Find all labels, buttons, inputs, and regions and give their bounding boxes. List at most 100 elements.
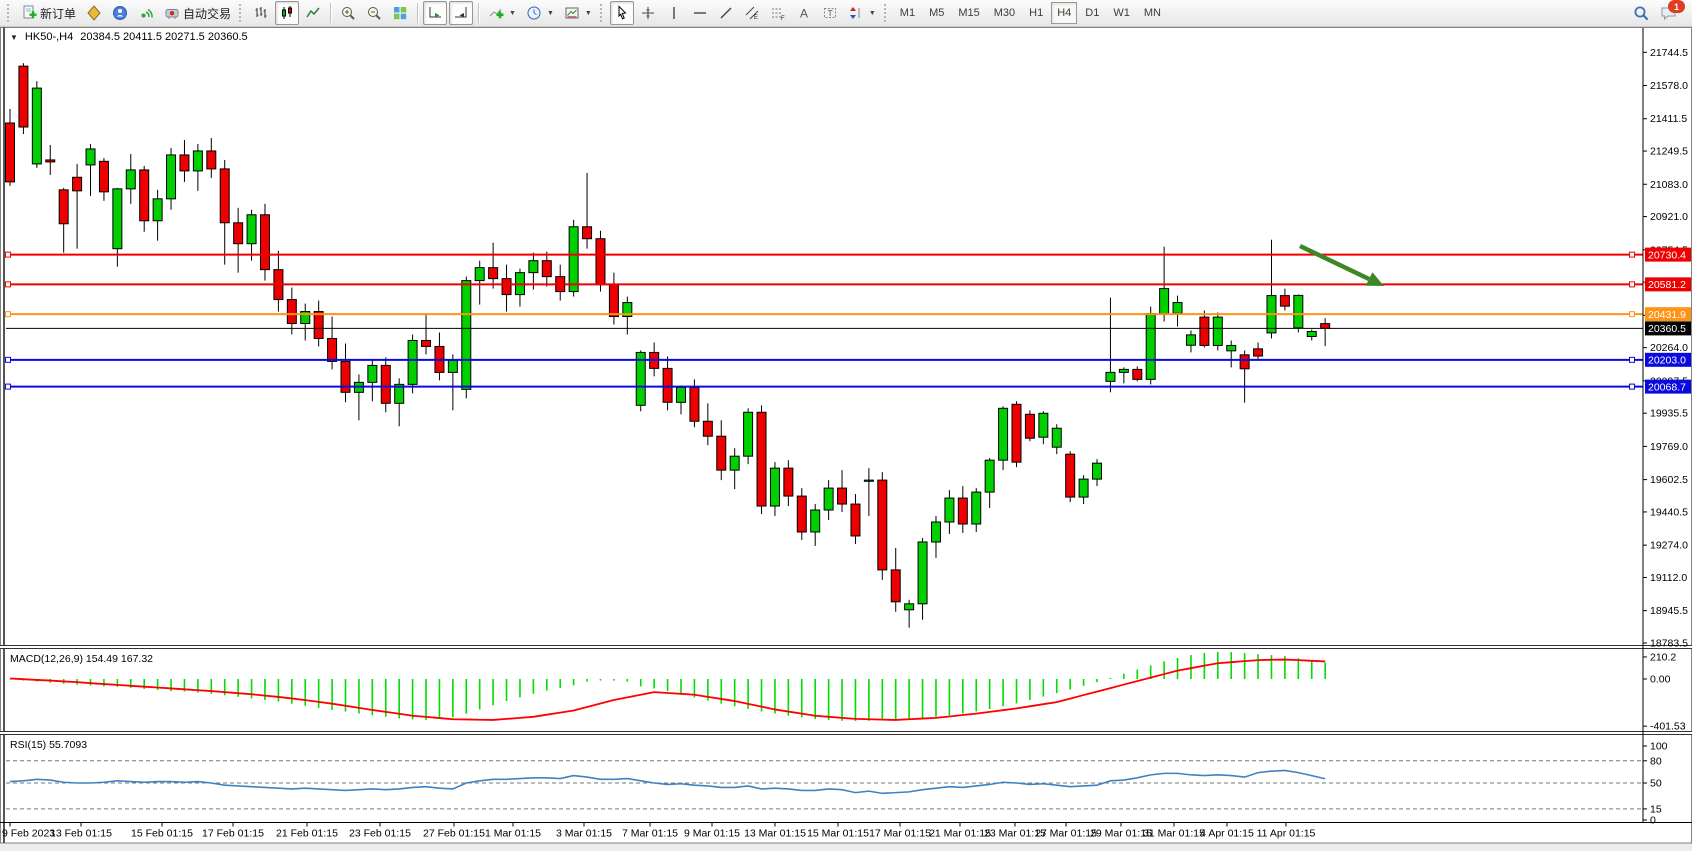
chart-shift-button[interactable] xyxy=(449,1,474,25)
price-axis-tick: 19935.5 xyxy=(1650,408,1688,420)
level-price-label-text: 20581.2 xyxy=(1648,279,1686,291)
timeframe-button-d1[interactable]: D1 xyxy=(1085,7,1100,19)
search-icon[interactable] xyxy=(1633,5,1650,22)
level-price-label xyxy=(1645,247,1691,262)
line-chart-button[interactable] xyxy=(301,1,325,25)
chart-canvas[interactable]: MACD(12,26,9) 154.49 167.32 RSI(15) 55.70… xyxy=(0,27,1692,851)
auto-scroll-icon xyxy=(427,5,443,21)
zoom-out-button[interactable] xyxy=(362,1,386,25)
clock-icon xyxy=(526,5,542,21)
vertical-line-button[interactable] xyxy=(662,1,686,25)
macd-panel: MACD(12,26,9) 154.49 167.32 xyxy=(9,651,1326,721)
level-line-handle[interactable] xyxy=(1629,251,1635,258)
price-axis-tick: 21249.5 xyxy=(1650,146,1688,158)
channel-button[interactable]: E xyxy=(740,1,764,25)
trend-arrow-annotation[interactable] xyxy=(1299,243,1384,286)
chevron-down-icon[interactable]: ▼ xyxy=(868,9,876,17)
toolbar-grip[interactable] xyxy=(599,4,606,22)
chart-menu-arrow-icon[interactable]: ▼ xyxy=(10,32,18,42)
price-axis-tick: 19112.0 xyxy=(1650,572,1687,584)
time-axis-tick: 17 Feb 01:15 xyxy=(202,828,264,840)
price-axis-tick: 21744.5 xyxy=(1650,47,1688,59)
toolbar-separator xyxy=(478,3,480,23)
indicators-button[interactable]: ▼ xyxy=(484,1,520,25)
timeframe-button-h1[interactable]: H1 xyxy=(1029,7,1044,19)
signals-button[interactable] xyxy=(134,1,158,25)
community-button[interactable] xyxy=(108,1,132,25)
profile-icon xyxy=(86,5,102,21)
time-axis-tick: 21 Mar 01:15 xyxy=(929,828,991,840)
level-line-handle[interactable] xyxy=(5,311,11,318)
periods-button[interactable]: ▼ xyxy=(522,1,558,25)
level-line-handle[interactable] xyxy=(1629,383,1635,390)
rsi-panel: RSI(15) 55.7093 xyxy=(6,739,1643,810)
community-icon xyxy=(112,5,128,21)
arrows-button[interactable]: ▼ xyxy=(844,1,880,25)
timeframe-button-m1[interactable]: M1 xyxy=(899,7,916,19)
toolbar-group xyxy=(422,0,474,26)
label-button[interactable]: T xyxy=(818,1,842,25)
toolbar-grip[interactable] xyxy=(239,4,245,22)
level-line-handle[interactable] xyxy=(5,251,11,258)
time-axis-tick: 11 Apr 01:15 xyxy=(1257,828,1316,840)
level-line-handle[interactable] xyxy=(5,383,11,390)
level-line-handle[interactable] xyxy=(1629,356,1635,363)
price-axis-tick: 18945.5 xyxy=(1650,605,1688,617)
chevron-down-icon[interactable]: ▼ xyxy=(546,9,554,17)
zoom-in-button[interactable] xyxy=(336,1,360,25)
level-line-handle[interactable] xyxy=(5,356,11,363)
level-line-handle[interactable] xyxy=(5,281,11,288)
toolbar-grip[interactable] xyxy=(883,4,890,22)
notification-badge: 1 xyxy=(1668,0,1685,13)
level-price-label xyxy=(1645,277,1691,292)
horizontal-line-button[interactable] xyxy=(688,1,712,25)
timeframe-button-m30[interactable]: M30 xyxy=(993,7,1016,19)
crosshair-button[interactable] xyxy=(636,1,660,25)
autotrading-button[interactable]: 自动交易 xyxy=(160,1,235,25)
level-price-label-text: 20068.7 xyxy=(1648,381,1686,393)
time-axis-tick: 21 Feb 01:15 xyxy=(276,828,338,840)
time-axis-tick: 1 Mar 01:15 xyxy=(485,828,541,840)
fibonacci-icon: F xyxy=(770,5,786,21)
level-price-label-text: 20203.0 xyxy=(1648,355,1686,367)
candlestick-chart-button[interactable] xyxy=(275,1,300,25)
timeframe-button-m5[interactable]: M5 xyxy=(929,7,945,19)
toolbar-group xyxy=(248,0,326,26)
trendline-button[interactable] xyxy=(714,1,738,25)
level-line-handle[interactable] xyxy=(1629,281,1635,288)
timeframe-button-w1[interactable]: W1 xyxy=(1113,7,1130,19)
text-button[interactable]: A xyxy=(792,1,816,25)
notifications-button[interactable]: 1 xyxy=(1660,0,1685,21)
chevron-down-icon[interactable]: ▼ xyxy=(584,9,592,17)
templates-button[interactable]: ▼ xyxy=(560,1,596,25)
panel-separator[interactable] xyxy=(0,731,1692,735)
new-order-button[interactable]: 新订单 xyxy=(17,1,80,25)
level-line-handle[interactable] xyxy=(1629,311,1635,318)
timeframe-button-mn[interactable]: MN xyxy=(1143,7,1161,19)
timeframe-button-m15[interactable]: M15 xyxy=(958,7,980,19)
timeframe-button-h4[interactable]: H4 xyxy=(1051,2,1078,24)
cursor-button[interactable] xyxy=(609,1,634,25)
price-axis[interactable]: 21744.5 21578.0 21411.5 21249.5 21083.0 20921… xyxy=(1642,28,1691,827)
chart-window: MACD(12,26,9) 154.49 167.32 RSI(15) 55.70… xyxy=(0,27,1692,851)
time-axis-tick: 15 Feb 01:15 xyxy=(131,828,193,840)
label-icon: T xyxy=(822,5,838,21)
tile-windows-button[interactable] xyxy=(388,1,412,25)
main-toolbar: 新订单 自动交易 ▼ ▼ ▼ E F A T ▼ M1 M5 M15 M30 H1 H4 D1 W1 MN 1 xyxy=(0,0,1692,27)
profile-button[interactable] xyxy=(82,1,106,25)
time-axis-tick: 23 Mar 01:15 xyxy=(984,828,1046,840)
auto-scroll-button[interactable] xyxy=(423,1,448,25)
macd-label: MACD(12,26,9) 154.49 167.32 xyxy=(10,653,153,665)
bar-chart-button[interactable] xyxy=(249,1,273,25)
macd-axis-tick: 0.00 xyxy=(1650,674,1671,686)
svg-text:T: T xyxy=(827,8,832,18)
template-icon xyxy=(564,5,580,21)
fibonacci-button[interactable]: F xyxy=(766,1,790,25)
toolbar-right-icons: 1 xyxy=(1633,0,1688,22)
toolbar-grip[interactable] xyxy=(7,4,13,22)
time-axis-tick: 9 Mar 01:15 xyxy=(684,828,740,840)
horizontal-line-icon xyxy=(692,5,708,21)
chevron-down-icon[interactable]: ▼ xyxy=(509,9,516,17)
panel-separator[interactable] xyxy=(0,645,1692,649)
